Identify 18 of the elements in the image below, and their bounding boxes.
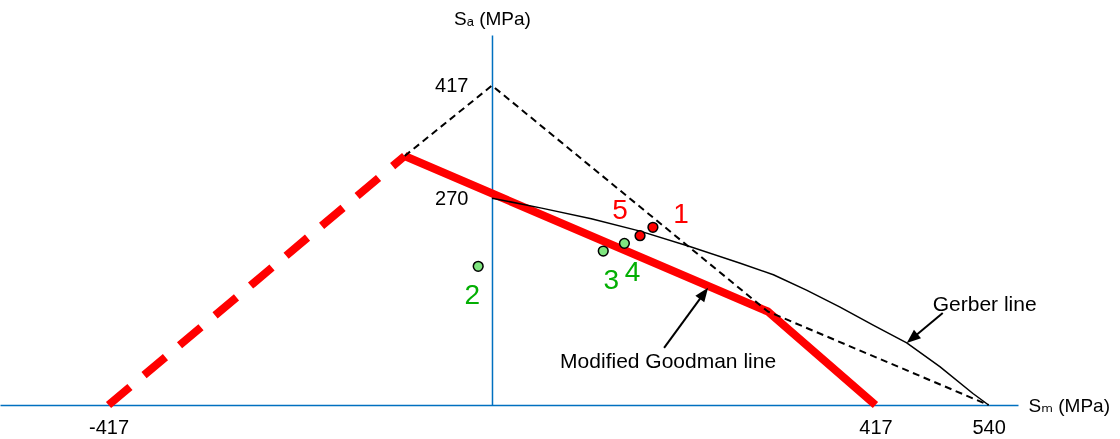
annotation: Gerber line [932, 291, 1037, 315]
x-tick-label: -417 [89, 415, 130, 438]
y-axis-title: Sₐ (MPa) [454, 7, 531, 29]
annotation: Modified Goodman line [560, 348, 777, 372]
series-label: 5 [612, 193, 628, 225]
point [618, 237, 631, 249]
x-axis-title: Sₘ (MPa) [1028, 394, 1111, 416]
y-tick-label: 270 [435, 186, 469, 209]
series-label: 4 [624, 256, 641, 288]
x-tick-label: 540 [972, 415, 1006, 438]
series-label: 2 [464, 279, 480, 311]
series-label: 1 [673, 198, 689, 230]
series-label: 3 [603, 264, 620, 296]
point [472, 260, 484, 272]
point [634, 230, 646, 242]
point [597, 245, 609, 257]
x-tick-label: 417 [859, 415, 893, 438]
point [647, 221, 659, 233]
